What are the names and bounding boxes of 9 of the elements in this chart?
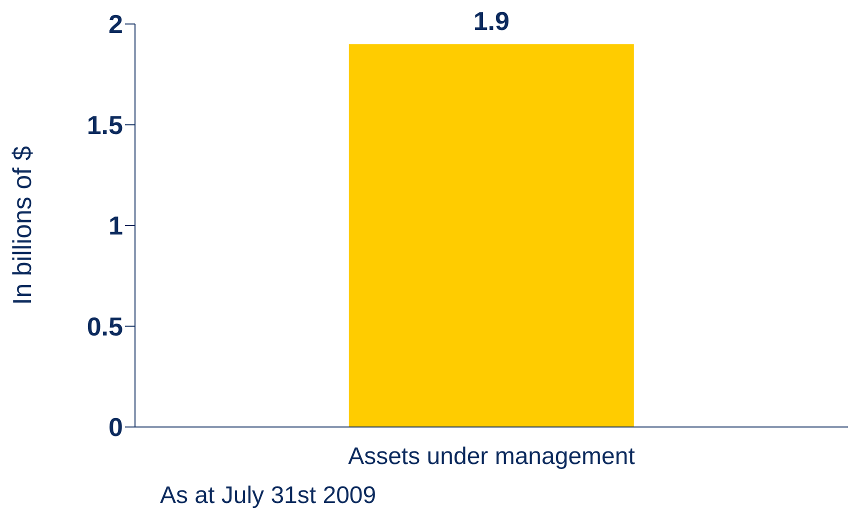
y-axis-title: In billions of $ [7,145,38,305]
data-label: 1.9 [473,6,510,36]
y-tick-label: 0 [108,412,123,442]
x-tick-label: Assets under management [348,443,636,470]
y-tick-label: 0.5 [86,311,123,342]
y-tick-label: 2 [108,9,123,40]
text: As at July 31st 2009 [160,482,376,510]
y-tick-label: 1.5 [86,110,123,140]
y-tick-label: 1 [108,210,123,241]
